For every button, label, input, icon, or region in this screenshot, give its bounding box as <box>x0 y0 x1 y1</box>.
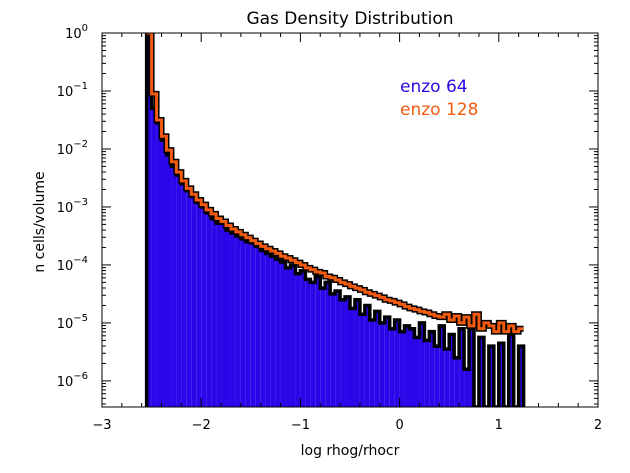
bar-enzo-64 <box>399 331 405 407</box>
y-tick-label: 100 <box>65 23 88 42</box>
bar-enzo-64 <box>270 256 276 407</box>
x-tick-label: −2 <box>192 418 211 433</box>
bar-enzo-64 <box>156 122 162 407</box>
x-tick-label: −1 <box>291 418 310 433</box>
bar-enzo-64 <box>245 241 251 407</box>
legend-entry-enzo-128: enzo 128 <box>400 100 478 120</box>
bar-enzo-64 <box>171 166 177 407</box>
plot-area: −3 −2 −1 0 1 2 100 10−1 10−2 10−3 10−4 10−5 10−6 <box>57 23 602 433</box>
y-tick-label: 10−4 <box>57 255 88 274</box>
bar-enzo-64 <box>280 262 286 407</box>
x-tick-label: −3 <box>92 418 111 433</box>
bar-enzo-64 <box>196 202 202 407</box>
bar-enzo-64 <box>201 206 207 407</box>
bar-enzo-64 <box>478 337 484 407</box>
bar-enzo-64 <box>449 334 455 407</box>
bar-enzo-64 <box>350 308 355 407</box>
bar-enzo-64 <box>191 196 197 407</box>
y-tick-label: 10−5 <box>57 313 88 332</box>
bar-enzo-64 <box>359 314 365 407</box>
bar-enzo-64 <box>265 253 271 407</box>
bar-enzo-64 <box>508 334 514 407</box>
y-tick-label: 10−6 <box>57 371 88 390</box>
bar-enzo-64 <box>285 267 291 407</box>
y-axis-label: n cells/volume <box>32 171 48 272</box>
bar-enzo-64 <box>290 264 296 407</box>
bar-enzo-64 <box>345 296 350 407</box>
y-tick-label: 10−3 <box>57 197 88 216</box>
bar-enzo-64 <box>260 250 266 407</box>
bar-enzo-64 <box>275 259 281 407</box>
bar-enzo-64 <box>161 140 167 407</box>
bar-enzo-64 <box>146 33 152 407</box>
bar-enzo-64 <box>340 299 346 407</box>
bar-enzo-64 <box>488 346 494 407</box>
bar-enzo-64 <box>364 305 370 407</box>
bar-enzo-64 <box>374 311 380 407</box>
bar-enzo-64 <box>394 320 400 407</box>
bar-enzo-64 <box>300 270 306 407</box>
bar-enzo-64 <box>320 288 326 407</box>
bar-enzo-64 <box>419 322 425 407</box>
bar-enzo-64 <box>235 235 241 407</box>
x-axis-label: log rhog/rhocr <box>301 443 400 459</box>
bar-enzo-64 <box>429 331 435 407</box>
bar-enzo-64 <box>414 337 420 407</box>
bar-enzo-64 <box>379 322 385 407</box>
bar-enzo-64 <box>369 320 375 407</box>
bar-enzo-64 <box>404 325 410 407</box>
bar-enzo-64 <box>221 221 226 407</box>
bar-enzo-64 <box>469 328 474 407</box>
bar-enzo-64 <box>166 154 172 407</box>
bar-enzo-64 <box>181 183 187 407</box>
x-tick-label: 0 <box>395 418 403 433</box>
legend-entry-enzo-64: enzo 64 <box>400 77 468 97</box>
bar-enzo-64 <box>295 273 301 407</box>
bar-enzo-64 <box>434 346 440 407</box>
bar-enzo-64 <box>255 246 261 407</box>
bar-enzo-64 <box>206 212 212 407</box>
bar-enzo-64 <box>305 279 311 407</box>
bar-enzo-64 <box>151 108 157 407</box>
bar-enzo-64 <box>459 328 465 407</box>
bar-enzo-64 <box>176 175 182 407</box>
bar-enzo-64 <box>384 317 390 407</box>
bar-enzo-64 <box>424 340 430 407</box>
bar-enzo-64 <box>315 276 321 407</box>
bar-enzo-64 <box>186 190 192 407</box>
bar-enzo-64 <box>444 349 450 407</box>
y-tick-label: 10−2 <box>57 139 88 158</box>
bar-enzo-64 <box>240 238 246 407</box>
bar-enzo-64 <box>389 328 395 407</box>
bar-enzo-64 <box>310 282 316 407</box>
bar-enzo-64 <box>464 369 470 407</box>
bar-enzo-64 <box>439 325 445 407</box>
bar-enzo-64 <box>216 223 222 407</box>
bar-enzo-64 <box>230 233 236 407</box>
bar-enzo-64 <box>250 242 256 407</box>
y-tick-label: 10−1 <box>57 81 88 100</box>
series-line-enzo-128 <box>146 33 524 334</box>
bar-enzo-64 <box>518 346 524 407</box>
bar-enzo-64 <box>330 293 336 407</box>
bar-enzo-64 <box>335 291 341 407</box>
bar-enzo-64 <box>211 218 217 407</box>
bar-enzo-64 <box>325 282 331 407</box>
bar-enzo-64 <box>454 357 460 407</box>
bar-enzo-64 <box>498 343 504 407</box>
bar-enzo-64 <box>354 299 360 407</box>
chart-title: Gas Density Distribution <box>246 9 453 29</box>
x-tick-label: 2 <box>594 418 602 433</box>
bar-enzo-64 <box>226 230 231 407</box>
bar-enzo-64 <box>409 328 415 407</box>
x-tick-label: 1 <box>495 418 503 433</box>
